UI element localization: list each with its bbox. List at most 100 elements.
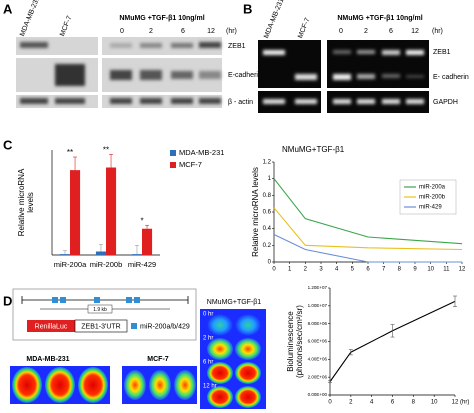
x-tick-label: 4	[335, 267, 339, 273]
y-tick-label: 0.6	[263, 210, 272, 216]
x-tick-label: 4	[370, 400, 374, 406]
treatment-label: NMuMG +TGF-β1 10ng/ml	[337, 15, 422, 22]
well	[207, 338, 233, 360]
x-tick-label: 11	[443, 267, 450, 273]
band	[263, 99, 285, 104]
row-label: E-cadherin	[228, 72, 262, 79]
bar	[95, 251, 106, 255]
luciferase-imaging: MDA-MB-231 MCF-7 NMuMG+TGF-β1 0 hr 2 hr …	[10, 299, 266, 409]
site	[126, 297, 132, 303]
band	[199, 42, 221, 48]
unit-label: (hr)	[432, 28, 443, 35]
time-label: 0	[120, 28, 124, 35]
chart-title: NMuMG+TGF-β1	[282, 145, 345, 154]
panel-label: D	[3, 293, 12, 308]
y-tick-label: 2.00E+06	[308, 374, 328, 379]
band	[55, 98, 85, 104]
panel-label: B	[243, 1, 252, 16]
series-line	[273, 234, 462, 263]
band	[171, 71, 193, 79]
y-tick-label: 1	[268, 176, 272, 182]
y-axis-label: Relative microRNA	[17, 168, 26, 236]
site	[52, 297, 58, 303]
band	[55, 64, 85, 86]
y-tick-label: 8.00E+06	[308, 321, 328, 326]
treatment-label: NMuMG+TGF-β1	[207, 299, 261, 306]
significance: **	[103, 145, 109, 154]
legend-label: miR-429	[419, 205, 442, 211]
significance: *	[140, 216, 143, 225]
x-axis-label: (hr)	[460, 400, 469, 406]
gel	[258, 40, 321, 88]
legend-label: MCF-7	[179, 160, 202, 169]
unit-label: (hr)	[226, 28, 237, 35]
band	[263, 50, 285, 55]
time-label: 6	[389, 28, 393, 35]
y-axis-label: levels	[26, 192, 35, 212]
x-tick-label: 2	[304, 267, 308, 273]
x-tick-label: 0	[272, 267, 276, 273]
x-tick-label: 12	[452, 400, 459, 406]
gel	[327, 91, 429, 113]
band	[20, 98, 48, 104]
row-label: GAPDH	[433, 99, 458, 106]
y-tick-label: 1.00E+07	[308, 303, 328, 308]
x-tick-label: 10	[427, 267, 434, 273]
cell-line-label: MCF-7	[147, 356, 168, 363]
band	[20, 42, 48, 48]
y-tick-label: 0.00E+00	[308, 392, 328, 397]
band	[333, 99, 351, 104]
utr-label: ZEB1-3'UTR	[81, 323, 120, 330]
well	[78, 367, 108, 403]
cell-line-label: MDA-MB-231	[26, 356, 69, 363]
bands	[263, 50, 424, 104]
series-line	[273, 207, 463, 251]
significance: **	[67, 148, 73, 157]
y-tick-label: 1.20E+07	[308, 285, 328, 290]
band	[171, 98, 193, 104]
y-tick-label: 4.00E+06	[308, 357, 328, 362]
band	[110, 43, 132, 48]
time-label: 0 hr	[203, 312, 213, 318]
legend-label: miR-200a	[419, 185, 446, 191]
cell-line-label: MDA-MB-231	[19, 0, 41, 37]
well	[149, 370, 171, 400]
x-tick-label: 5	[351, 267, 355, 273]
treatment-label: NMuMG +TGF-β1 10ng/ml	[119, 15, 204, 22]
site	[134, 297, 140, 303]
x-tick-label: 10	[431, 400, 438, 406]
y-axis-label: Bioluminescence	[286, 311, 295, 372]
y-tick-label: 0.8	[263, 193, 272, 199]
bar	[70, 170, 81, 255]
site	[60, 297, 66, 303]
well	[207, 386, 233, 408]
x-tick-label: 8	[412, 400, 416, 406]
western-blot: MDA-MB-231 MCF-7 NMuMG +TGF-β1 10ng/ml 0…	[16, 0, 262, 108]
band	[295, 74, 317, 80]
site-label: miR-200a/b/429	[140, 323, 190, 330]
site-key	[131, 323, 137, 329]
x-tick-label: 7	[382, 267, 386, 273]
x-tick-label: 3	[319, 267, 323, 273]
band	[140, 43, 162, 48]
band	[199, 98, 221, 104]
bar	[142, 228, 153, 255]
band	[382, 50, 400, 55]
band	[406, 75, 424, 78]
band	[357, 74, 375, 79]
blot-strip	[16, 37, 98, 55]
series-line	[273, 178, 463, 245]
well	[235, 314, 261, 336]
bar	[131, 254, 142, 255]
row-label: β - actin	[228, 99, 253, 106]
band	[110, 70, 132, 80]
x-tick-label: miR-200b	[90, 260, 123, 269]
time-label: 2 hr	[203, 336, 213, 342]
y-tick-label: 1.2	[263, 160, 272, 166]
gel	[327, 40, 429, 88]
time-label: 6 hr	[203, 360, 213, 366]
y-tick-label: 0	[268, 260, 272, 266]
panel-label: A	[3, 1, 13, 16]
band	[333, 74, 351, 80]
